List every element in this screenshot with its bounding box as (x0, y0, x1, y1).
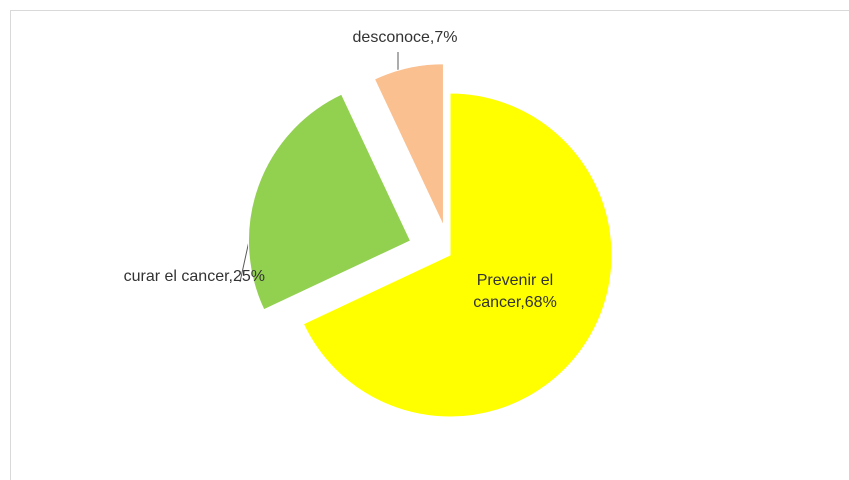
pie-slice (302, 92, 613, 418)
data-label: Prevenir el cancer,68% (473, 272, 557, 311)
data-label: desconoce,7% (352, 29, 458, 46)
pie-slice (373, 63, 444, 226)
pie-slice (248, 93, 412, 311)
chart-frame (10, 10, 849, 480)
data-label: curar el cancer,25% (123, 268, 265, 285)
